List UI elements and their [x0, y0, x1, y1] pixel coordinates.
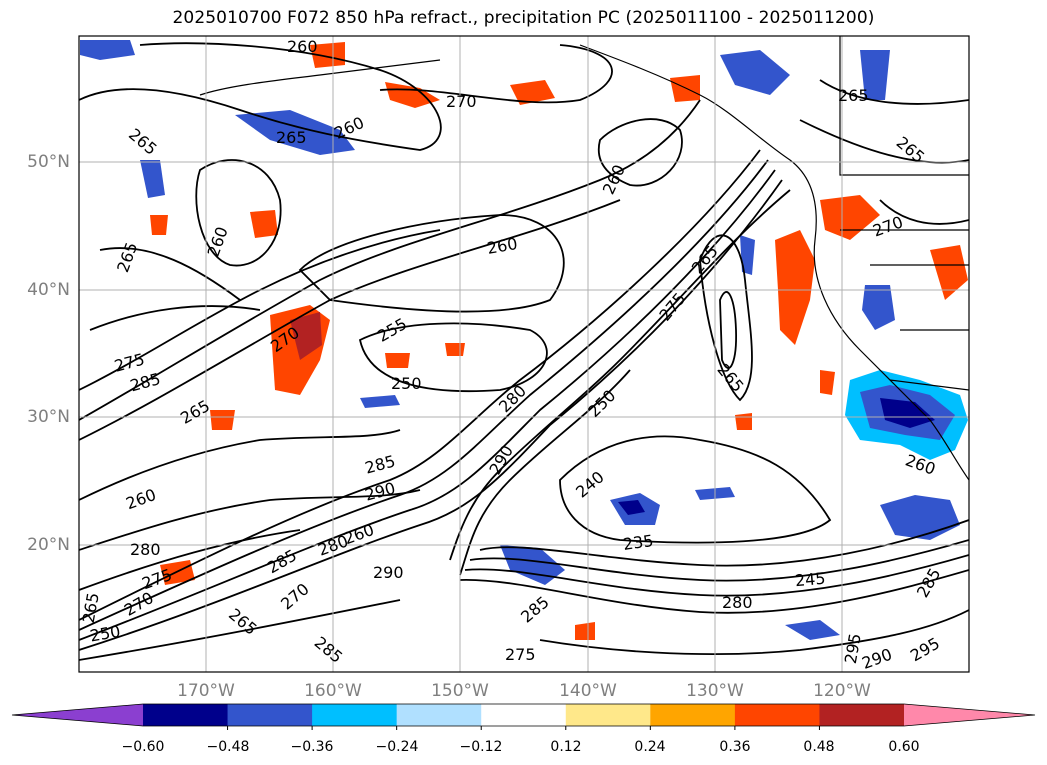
contour-label: 250 — [391, 374, 422, 393]
graticule — [79, 36, 969, 672]
lon-label-170w: 170°W — [177, 681, 235, 701]
precip-negative-region — [360, 395, 400, 408]
contour-label: 270 — [446, 92, 477, 111]
precip-positive-region — [250, 210, 278, 238]
contour-label: 265 — [838, 86, 869, 105]
precip-positive-region — [670, 75, 700, 102]
precip-negative-region — [860, 50, 890, 100]
colorbar-tick-label: −0.36 — [290, 739, 334, 755]
colorbar-extend-min — [12, 704, 143, 726]
colorbar-segment — [312, 704, 398, 726]
contour-label: 245 — [794, 569, 826, 591]
colorbar — [11, 703, 1036, 730]
map-title: 2025010700 F072 850 hPa refract., precip… — [172, 8, 875, 28]
map-frame — [78, 35, 970, 673]
precip-negative-region — [80, 40, 135, 60]
lon-label-120w: 120°W — [813, 681, 871, 701]
colorbar-segment — [650, 704, 736, 726]
colorbar-tick-label: 0.60 — [888, 739, 920, 755]
contour-label: 265 — [79, 591, 103, 624]
precip-positive-region — [310, 42, 345, 68]
lat-label-40n: 40°N — [27, 280, 70, 300]
precip-positive-region — [575, 622, 595, 640]
colorbar-segment — [481, 704, 567, 726]
precip-negative-region — [862, 285, 895, 330]
colorbar-tick-label: −0.12 — [459, 739, 503, 755]
map-background — [79, 36, 969, 672]
lat-label-50n: 50°N — [27, 152, 70, 172]
contour-label: 235 — [622, 531, 655, 554]
precip-negative-region — [880, 398, 935, 428]
precip-positive-region — [510, 80, 555, 105]
colorbar-tick-label: 0.12 — [550, 739, 582, 755]
precip-negative-region — [720, 50, 790, 95]
lon-label-140w: 140°W — [559, 681, 617, 701]
colorbar-segment — [734, 704, 820, 726]
colorbar-tick-label: 0.36 — [719, 739, 751, 755]
lat-label-20n: 20°N — [27, 535, 70, 555]
contour-label: 280 — [722, 593, 753, 612]
colorbar-tick-label: 0.24 — [634, 739, 666, 755]
precip-positive-region — [150, 215, 168, 235]
lat-label-30n: 30°N — [27, 407, 70, 427]
colorbar-segment — [819, 704, 905, 726]
colorbar-tick-label: −0.60 — [121, 739, 165, 755]
contour-label: 275 — [505, 645, 536, 664]
precip-positive-region — [775, 230, 815, 345]
precip-positive-region — [385, 353, 410, 368]
contour-label: 280 — [130, 540, 161, 559]
precip-positive-region — [930, 245, 968, 300]
lon-label-130w: 130°W — [686, 681, 744, 701]
colorbar-tick-label: 0.48 — [803, 739, 835, 755]
precip-positive-region — [820, 370, 835, 395]
refractivity-contours — [79, 42, 969, 661]
coastlines — [199, 36, 969, 481]
precip-negative-region — [785, 620, 840, 640]
contour-label: 290 — [373, 563, 404, 582]
precip-fields — [80, 40, 968, 640]
contour-label: 265 — [276, 128, 307, 147]
colorbar-segment — [143, 704, 229, 726]
colorbar-tick-label: −0.24 — [375, 739, 419, 755]
precip-positive-region — [735, 413, 752, 430]
precip-negative-region — [235, 110, 355, 155]
lon-label-150w: 150°W — [431, 681, 489, 701]
precip-positive-region — [820, 195, 880, 240]
lon-label-160w: 160°W — [304, 681, 362, 701]
precip-positive-region — [445, 343, 465, 356]
colorbar-extend-max — [904, 704, 1035, 726]
precip-negative-region — [618, 500, 645, 515]
colorbar-segment — [396, 704, 482, 726]
contour-label: 260 — [287, 37, 318, 56]
precip-negative-region — [140, 160, 165, 198]
colorbar-segment — [565, 704, 651, 726]
colorbar-tick-label: −0.48 — [206, 739, 250, 755]
colorbar-outline — [11, 703, 1036, 727]
colorbar-segment — [227, 704, 313, 726]
precip-negative-region — [880, 495, 960, 540]
precip-positive-region — [290, 312, 322, 360]
precip-positive-region — [210, 410, 235, 430]
precip-negative-region — [740, 235, 755, 275]
precip-negative-region — [500, 545, 565, 585]
